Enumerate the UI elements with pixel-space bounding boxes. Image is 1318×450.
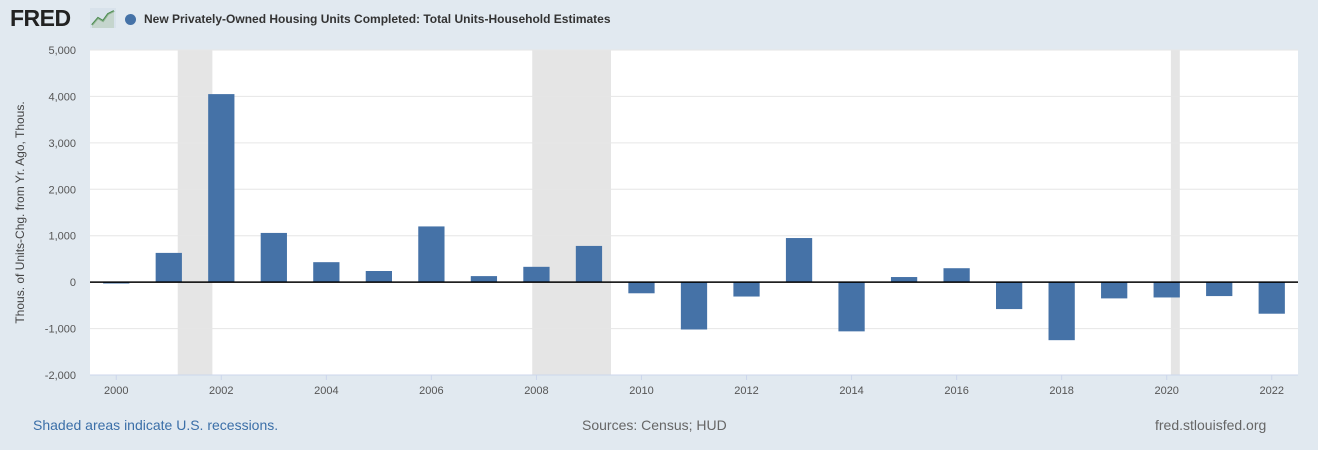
x-tick-label: 2018 [1049,385,1073,397]
bar [890,277,918,283]
x-tick-label: 2008 [524,385,548,397]
recessions-note[interactable]: Shaded areas indicate U.S. recessions. [33,417,279,433]
x-tick-label: 2002 [209,385,233,397]
x-tick-label: 2022 [1259,385,1283,397]
bar-series [103,94,1285,341]
y-tick-label: 5,000 [48,45,76,57]
x-tick-label: 2004 [314,385,338,397]
bar-chart: -2,000 -1,000 0 1,000 2,000 3,000 4,000 5,000 2… [13,45,1298,397]
line-graph-icon [90,8,116,28]
recession-shading [177,50,1180,375]
x-tick-label: 2012 [734,385,758,397]
bar [838,282,865,332]
fred-logo[interactable]: FRED [10,5,71,31]
recession-band [1170,50,1180,375]
legend-marker [125,13,136,25]
recession-band [177,50,213,375]
bar [1258,282,1285,314]
axes [90,281,1298,380]
y-tick-label: 0 [70,277,76,289]
sources-note: Sources: Census; HUD [582,417,727,433]
y-tick-label: -2,000 [45,370,76,382]
y-tick-label: 3,000 [48,138,76,150]
x-tick-labels: 2000 2002 2004 2006 2008 2010 2012 2014 2016 2018… [104,385,1284,397]
bar [1101,282,1128,299]
y-tick-label: 4,000 [48,91,76,103]
bar [155,252,182,283]
recession-band [532,50,612,375]
bar [1153,282,1180,298]
y-tick-labels: -2,000 -1,000 0 1,000 2,000 3,000 4,000 5,000 [45,45,76,382]
bar [943,268,970,283]
bar [785,238,813,283]
x-tick-label: 2010 [629,385,653,397]
x-tick-label: 2016 [944,385,968,397]
bar [1206,282,1233,297]
x-tick-label: 2006 [419,385,443,397]
bar [1048,282,1075,341]
y-tick-label: 2,000 [48,184,76,196]
bar [365,271,392,283]
y-tick-label: 1,000 [48,231,76,243]
x-tick-label: 2000 [104,385,128,397]
x-tick-label: 2020 [1154,385,1178,397]
y-tick-label: -1,000 [45,324,76,336]
y-axis-label: Thous. of Units-Chg. from Yr. Ago, Thous… [13,101,27,323]
bar [208,94,235,283]
bar [260,232,287,283]
bar [628,282,655,294]
bar [313,262,340,283]
bar [996,282,1023,310]
legend-label: New Privately-Owned Housing Units Comple… [144,12,611,26]
bar [523,266,550,283]
chart-header: FRED New Privately-Owned Housing Units C… [0,0,1318,40]
x-tick-label: 2014 [839,385,863,397]
bar [418,226,445,283]
bar [733,282,760,297]
bar [575,245,603,283]
bar [680,282,708,330]
legend: New Privately-Owned Housing Units Comple… [125,12,611,26]
site-link[interactable]: fred.stlouisfed.org [1155,417,1267,433]
bar [470,276,498,283]
